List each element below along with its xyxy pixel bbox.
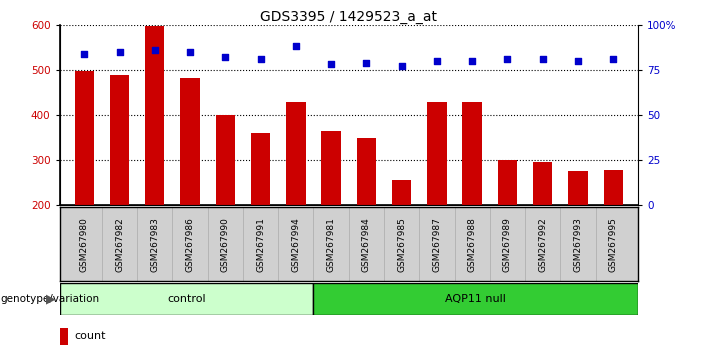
Bar xyxy=(357,138,376,205)
Text: GSM267992: GSM267992 xyxy=(538,217,547,272)
Bar xyxy=(322,131,341,205)
Text: GSM267980: GSM267980 xyxy=(80,217,89,272)
Text: GSM267993: GSM267993 xyxy=(573,217,583,272)
Text: AQP11 null: AQP11 null xyxy=(445,294,506,304)
Text: count: count xyxy=(74,331,106,341)
Bar xyxy=(569,171,587,205)
Point xyxy=(219,55,231,60)
Point xyxy=(184,49,196,55)
Bar xyxy=(604,170,623,205)
Text: GSM267988: GSM267988 xyxy=(468,217,477,272)
Point xyxy=(608,56,619,62)
Point xyxy=(467,58,478,64)
Text: GSM267981: GSM267981 xyxy=(327,217,336,272)
Point xyxy=(149,47,161,53)
Bar xyxy=(60,328,68,345)
Bar xyxy=(216,115,235,205)
Point xyxy=(396,63,407,69)
Text: GSM267985: GSM267985 xyxy=(397,217,406,272)
Point xyxy=(502,56,513,62)
Title: GDS3395 / 1429523_a_at: GDS3395 / 1429523_a_at xyxy=(260,10,437,24)
Text: GSM267986: GSM267986 xyxy=(186,217,195,272)
Point xyxy=(325,62,336,67)
Bar xyxy=(392,181,411,205)
Point xyxy=(290,44,301,49)
Text: GSM267989: GSM267989 xyxy=(503,217,512,272)
Point xyxy=(431,58,442,64)
Point xyxy=(114,49,125,55)
Point xyxy=(572,58,583,64)
Bar xyxy=(463,102,482,205)
Text: ▶: ▶ xyxy=(46,293,56,306)
Bar xyxy=(145,26,165,205)
Text: GSM267982: GSM267982 xyxy=(115,217,124,272)
Text: GSM267984: GSM267984 xyxy=(362,217,371,272)
Point xyxy=(79,51,90,57)
Bar xyxy=(74,71,94,205)
Bar xyxy=(427,102,447,205)
Text: GSM267995: GSM267995 xyxy=(608,217,618,272)
Bar xyxy=(498,160,517,205)
Text: GSM267987: GSM267987 xyxy=(433,217,442,272)
Text: GSM267990: GSM267990 xyxy=(221,217,230,272)
Bar xyxy=(286,102,306,205)
Bar xyxy=(180,78,200,205)
Bar xyxy=(110,75,129,205)
Text: GSM267994: GSM267994 xyxy=(292,217,300,272)
Text: genotype/variation: genotype/variation xyxy=(0,294,99,304)
Text: control: control xyxy=(168,294,206,304)
Point xyxy=(537,56,548,62)
Text: GSM267991: GSM267991 xyxy=(256,217,265,272)
Text: GSM267983: GSM267983 xyxy=(150,217,159,272)
Bar xyxy=(533,162,552,205)
Point xyxy=(361,60,372,65)
Bar xyxy=(60,283,313,315)
Bar xyxy=(313,283,638,315)
Point xyxy=(255,56,266,62)
Bar xyxy=(251,133,271,205)
